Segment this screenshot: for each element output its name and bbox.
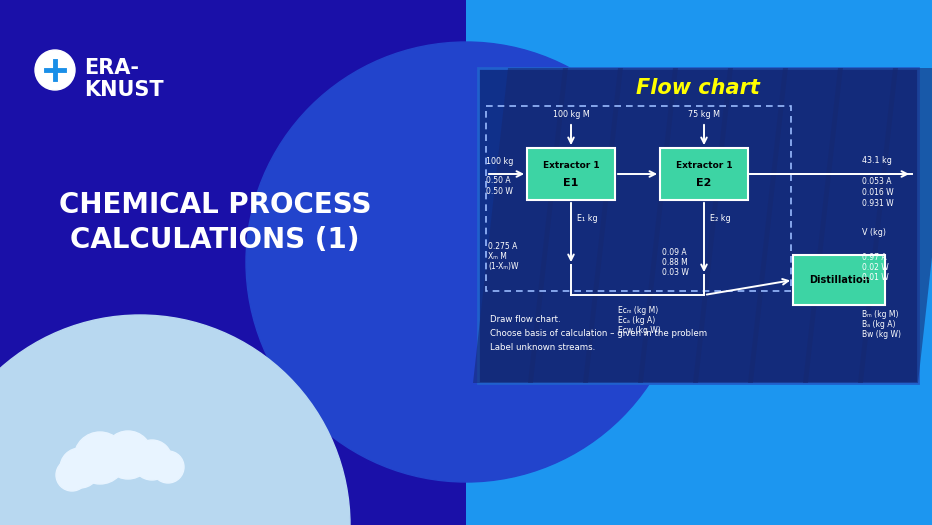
Text: E₂ kg: E₂ kg <box>710 214 731 223</box>
Circle shape <box>56 459 88 491</box>
Text: Distillation: Distillation <box>809 275 870 285</box>
Text: 0.50 A: 0.50 A <box>486 176 511 185</box>
Text: Extractor 1: Extractor 1 <box>676 161 733 170</box>
Polygon shape <box>528 68 623 383</box>
Text: 0.88 M: 0.88 M <box>662 258 688 267</box>
Text: Bₐ (kg A): Bₐ (kg A) <box>862 320 896 329</box>
Text: 0.50 W: 0.50 W <box>486 187 513 196</box>
Bar <box>660 148 748 200</box>
Text: E1: E1 <box>563 178 579 188</box>
Circle shape <box>104 431 152 479</box>
Text: E₁ kg: E₁ kg <box>577 214 597 223</box>
Text: (1-Xₘ)W: (1-Xₘ)W <box>488 262 518 271</box>
Text: E2: E2 <box>696 178 712 188</box>
Text: 0.053 A: 0.053 A <box>862 177 892 186</box>
Text: Draw flow chart.: Draw flow chart. <box>490 315 561 324</box>
Circle shape <box>246 42 686 482</box>
Bar <box>486 106 791 291</box>
Text: 0.97 A: 0.97 A <box>862 253 886 262</box>
Text: Xₘ M: Xₘ M <box>488 252 507 261</box>
Text: 0.016 W: 0.016 W <box>862 188 894 197</box>
Polygon shape <box>583 68 678 383</box>
Polygon shape <box>638 68 733 383</box>
Text: KNUST: KNUST <box>84 80 164 100</box>
Polygon shape <box>858 68 932 383</box>
Text: Eᴄw (kg W): Eᴄw (kg W) <box>618 326 661 335</box>
Text: Extractor 1: Extractor 1 <box>542 161 599 170</box>
Circle shape <box>132 440 172 480</box>
Text: Bₘ (kg M): Bₘ (kg M) <box>862 310 898 319</box>
Text: Choose basis of calculation – given in the problem: Choose basis of calculation – given in t… <box>490 329 707 338</box>
Text: Flow chart: Flow chart <box>636 78 760 98</box>
Text: 0.02 W: 0.02 W <box>862 263 889 272</box>
Polygon shape <box>473 68 568 383</box>
Text: 75 kg M: 75 kg M <box>688 110 720 119</box>
Polygon shape <box>693 68 788 383</box>
Bar <box>793 255 885 305</box>
Circle shape <box>60 448 100 488</box>
Text: Bᴡ (kg W): Bᴡ (kg W) <box>862 330 901 339</box>
Polygon shape <box>0 0 466 525</box>
Text: 0.09 A: 0.09 A <box>662 248 687 257</box>
Bar <box>478 68 918 383</box>
Circle shape <box>0 315 350 525</box>
Text: ERA-: ERA- <box>84 58 139 78</box>
Text: 100 kg: 100 kg <box>486 157 514 166</box>
Text: Label unknown streams.: Label unknown streams. <box>490 343 596 352</box>
Bar <box>527 148 615 200</box>
Circle shape <box>74 432 126 484</box>
Text: 100 kg M: 100 kg M <box>553 110 589 119</box>
Text: CALCULATIONS (1): CALCULATIONS (1) <box>70 226 360 254</box>
Text: 0.275 A: 0.275 A <box>488 242 517 251</box>
Polygon shape <box>803 68 898 383</box>
Text: V (kg): V (kg) <box>862 228 886 237</box>
Text: Eᴄₘ (kg M): Eᴄₘ (kg M) <box>618 306 658 315</box>
Text: Eᴄₐ (kg A): Eᴄₐ (kg A) <box>618 316 655 325</box>
Polygon shape <box>748 68 843 383</box>
Circle shape <box>152 451 184 483</box>
Text: 43.1 kg: 43.1 kg <box>862 156 892 165</box>
Circle shape <box>35 50 75 90</box>
Text: 0.01 W: 0.01 W <box>862 273 889 282</box>
Text: 0.931 W: 0.931 W <box>862 199 894 208</box>
Text: 0.03 W: 0.03 W <box>662 268 689 277</box>
Polygon shape <box>466 0 932 525</box>
Text: CHEMICAL PROCESS: CHEMICAL PROCESS <box>59 191 371 219</box>
